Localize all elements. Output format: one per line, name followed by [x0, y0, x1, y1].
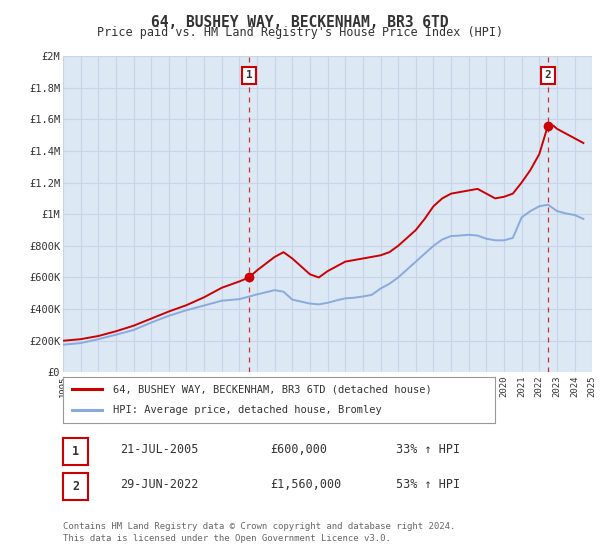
Text: This data is licensed under the Open Government Licence v3.0.: This data is licensed under the Open Gov… [63, 534, 391, 543]
Text: £600,000: £600,000 [270, 443, 327, 456]
Text: 1: 1 [72, 445, 79, 459]
Text: 33% ↑ HPI: 33% ↑ HPI [396, 443, 460, 456]
Text: 53% ↑ HPI: 53% ↑ HPI [396, 478, 460, 491]
Text: HPI: Average price, detached house, Bromley: HPI: Average price, detached house, Brom… [113, 405, 382, 416]
Text: Contains HM Land Registry data © Crown copyright and database right 2024.: Contains HM Land Registry data © Crown c… [63, 522, 455, 531]
Text: 64, BUSHEY WAY, BECKENHAM, BR3 6TD (detached house): 64, BUSHEY WAY, BECKENHAM, BR3 6TD (deta… [113, 384, 431, 394]
Text: 1: 1 [246, 70, 253, 80]
Text: £1,560,000: £1,560,000 [270, 478, 341, 491]
Text: Price paid vs. HM Land Registry's House Price Index (HPI): Price paid vs. HM Land Registry's House … [97, 26, 503, 39]
Text: 64, BUSHEY WAY, BECKENHAM, BR3 6TD: 64, BUSHEY WAY, BECKENHAM, BR3 6TD [151, 15, 449, 30]
Text: 29-JUN-2022: 29-JUN-2022 [120, 478, 199, 491]
Text: 2: 2 [545, 70, 551, 80]
Text: 2: 2 [72, 480, 79, 493]
Text: 21-JUL-2005: 21-JUL-2005 [120, 443, 199, 456]
